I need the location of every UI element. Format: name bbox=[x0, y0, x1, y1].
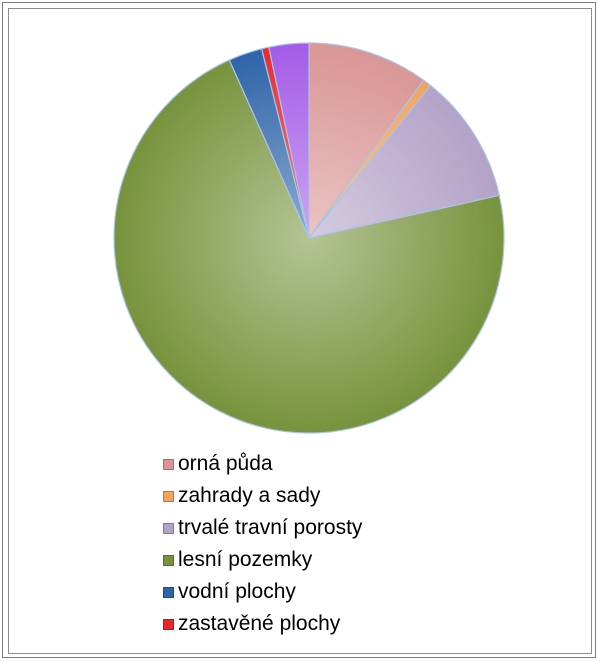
legend-swatch-zastavene-plochy bbox=[163, 618, 174, 630]
pie-slice-3 bbox=[113, 59, 505, 434]
legend-label-lesni-pozemky: lesní pozemky bbox=[178, 548, 313, 571]
legend-item-vodni-plochy: vodní plochy bbox=[163, 576, 362, 608]
legend-item-zahrady-a-sady: zahrady a sady bbox=[163, 480, 362, 512]
legend-item-zastavene-plochy: zastavěné plochy bbox=[163, 608, 362, 640]
legend-label-trvale-travni-porosty: trvalé travní porosty bbox=[178, 516, 363, 539]
pie-slice-0 bbox=[308, 42, 425, 240]
legend-label-zastavene-plochy: zastavěné plochy bbox=[178, 612, 341, 635]
pie-slice-6 bbox=[268, 42, 310, 239]
legend: orná půda zahrady a sady trvalé travní p… bbox=[163, 448, 362, 640]
legend-swatch-lesni-pozemky bbox=[163, 554, 174, 566]
legend-swatch-orna-puda bbox=[163, 458, 174, 470]
legend-label-zahrady-a-sady: zahrady a sady bbox=[178, 484, 321, 507]
pie-slice-2 bbox=[307, 84, 501, 239]
legend-swatch-trvale-travni-porosty bbox=[163, 522, 174, 534]
legend-label-vodni-plochy: vodní plochy bbox=[178, 580, 296, 603]
legend-swatch-vodni-plochy bbox=[163, 586, 174, 598]
legend-item-orna-puda: orná půda bbox=[163, 448, 362, 480]
legend-label-orna-puda: orná půda bbox=[178, 452, 273, 475]
pie-slices bbox=[113, 42, 505, 434]
legend-item-lesni-pozemky: lesní pozemky bbox=[163, 544, 362, 576]
legend-swatch-zahrady-a-sady bbox=[163, 490, 174, 502]
legend-item-trvale-travni-porosty: trvalé travní porosty bbox=[163, 512, 362, 544]
